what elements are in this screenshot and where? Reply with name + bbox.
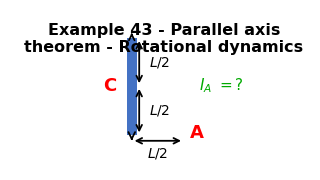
Text: A: A bbox=[190, 124, 204, 142]
Text: C: C bbox=[103, 77, 116, 95]
Text: Example 43 - Parallel axis: Example 43 - Parallel axis bbox=[48, 23, 280, 38]
Text: $L/2$: $L/2$ bbox=[147, 146, 168, 161]
Text: $L/2$: $L/2$ bbox=[149, 103, 170, 118]
Text: theorem - Rotational dynamics: theorem - Rotational dynamics bbox=[24, 40, 304, 55]
Bar bbox=[127, 38, 137, 135]
Text: $\it{I}_{\it{A}}\ =?$: $\it{I}_{\it{A}}\ =?$ bbox=[199, 77, 244, 95]
Text: $L/2$: $L/2$ bbox=[149, 55, 170, 70]
